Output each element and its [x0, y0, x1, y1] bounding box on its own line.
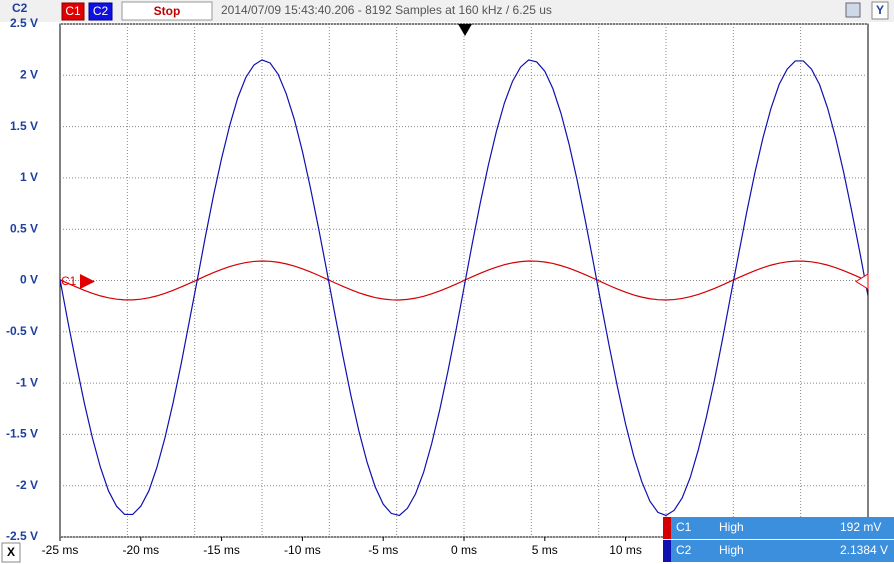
- y-button[interactable]: [871, 1, 889, 20]
- x-tick-label: -20 ms: [122, 543, 159, 557]
- y-tick-label: -2 V: [16, 478, 38, 492]
- x-button[interactable]: [1, 542, 21, 563]
- measurement-cell: 192 mV: [840, 520, 881, 534]
- c1-button-label[interactable]: C1: [65, 4, 81, 18]
- settings-icon[interactable]: [845, 2, 861, 18]
- stop-button[interactable]: [121, 1, 213, 21]
- x-tick-label: 0 ms: [451, 543, 477, 557]
- measurement-cell: 2.1384 V: [840, 543, 888, 557]
- y-tick-label: 2.5 V: [10, 16, 38, 30]
- y-tick-label: 1.5 V: [10, 119, 38, 133]
- measurement-row: [663, 517, 894, 539]
- c2-button[interactable]: [88, 2, 113, 21]
- x-button-label[interactable]: X: [7, 545, 15, 559]
- c1-button[interactable]: [61, 2, 85, 21]
- y-tick-label: 0 V: [20, 273, 38, 287]
- c1-zero-label: C1: [61, 274, 77, 288]
- trace: [60, 59, 868, 517]
- y-tick-label: 2 V: [20, 67, 38, 81]
- measurement-cell: High: [719, 543, 744, 557]
- measurement-cell: C2: [676, 543, 692, 557]
- stop-button-label[interactable]: Stop: [154, 4, 181, 18]
- y-tick-label: -0.5 V: [6, 324, 38, 338]
- x-tick-label: -10 ms: [284, 543, 321, 557]
- y-tick-label: -1 V: [16, 375, 38, 389]
- x-tick-label: -5 ms: [368, 543, 398, 557]
- trigger-marker: [458, 24, 472, 36]
- measurement-row: [663, 540, 894, 562]
- toolbar: [0, 0, 894, 22]
- x-tick-label: -15 ms: [203, 543, 240, 557]
- acquisition-info: 2014/07/09 15:43:40.206 - 8192 Samples a…: [221, 3, 552, 17]
- channel-swatch: [663, 517, 671, 539]
- c2-button-label[interactable]: C2: [93, 4, 109, 18]
- y-tick-label: -2.5 V: [6, 529, 38, 543]
- measurement-cell: C1: [676, 520, 692, 534]
- x-tick-label: 5 ms: [532, 543, 558, 557]
- x-tick-label: -25 ms: [42, 543, 79, 557]
- c1-right-marker: [855, 273, 869, 290]
- traces: [60, 59, 868, 517]
- measurement-panel: C1 High 192 mV C2 High 2.1384 V: [663, 517, 894, 562]
- y-tick-label: 1 V: [20, 170, 38, 184]
- x-tick-label: 10 ms: [609, 543, 642, 557]
- channel-swatch: [663, 540, 671, 562]
- c1-zero-marker: [80, 274, 95, 289]
- y-tick-label: -1.5 V: [6, 427, 38, 441]
- y-tick-label: 0.5 V: [10, 221, 38, 235]
- measurement-cell: High: [719, 520, 744, 534]
- y-channel-label: C2: [12, 1, 28, 15]
- y-button-label[interactable]: Y: [876, 3, 884, 17]
